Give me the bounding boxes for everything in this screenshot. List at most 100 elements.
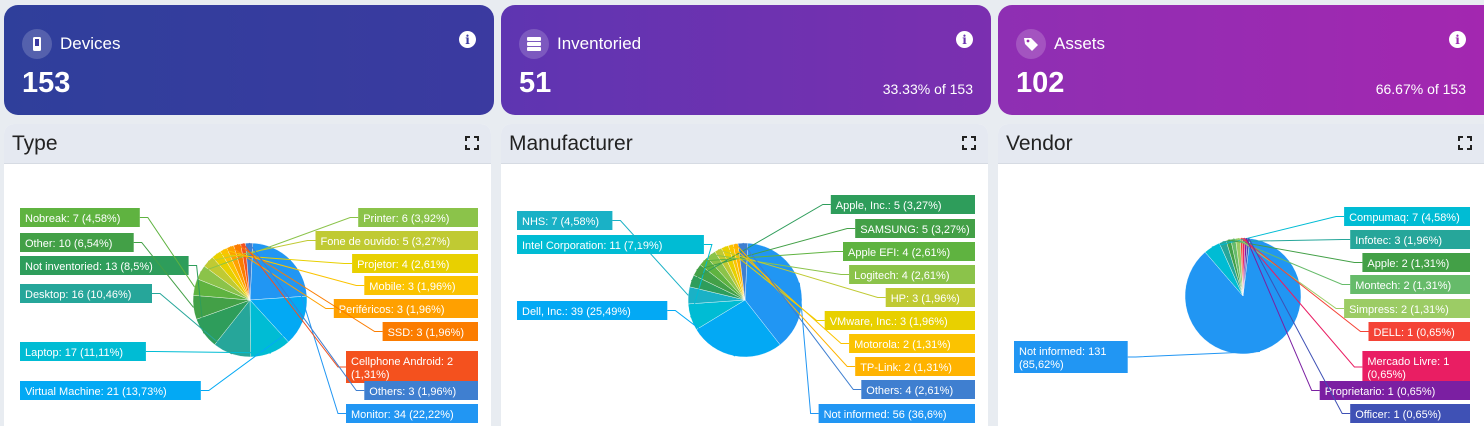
pie-connector-apple-efi [703, 251, 843, 262]
card-subtitle: 66.67% of 153 [1375, 81, 1466, 97]
pie-connector-cellphone-android [242, 243, 346, 368]
pie-slice-not-informed[interactable] [1184, 238, 1302, 355]
pie-label-dell-inc: Dell, Inc.: 39 (25,49%) [517, 301, 668, 320]
pie-label-vmware-inc: VMware, Inc.: 3 (1,96%) [824, 311, 975, 330]
pie-label-tp-link: TP-Link: 2 (1,31%) [855, 357, 975, 376]
pie-label-text: VMware, Inc.: 3 (1,96%) [830, 316, 948, 328]
pie-label-text: Other: 10 (6,54%) [25, 238, 112, 250]
pie-connector-virtual-machine [200, 320, 304, 391]
expand-icon[interactable] [962, 136, 976, 150]
card-devices[interactable]: Devices i 153 [4, 5, 494, 115]
pie-connector-hp [717, 249, 886, 298]
panel-title: Type [12, 132, 58, 155]
manufacturer-pie-chart: Not informed: 56 (36,6%) Dell, Inc.: 39 (… [517, 195, 975, 423]
pie-connector-logitech [710, 253, 850, 275]
pie-label-intel-corporation: Intel Corporation: 11 (7,19%) [517, 235, 704, 254]
pie-connector-nobreak [139, 217, 195, 288]
pie-label-monitor: Monitor: 34 (22,22%) [346, 404, 478, 423]
pie-label-simpress: Simpress: 2 (1,31%) [1344, 299, 1470, 318]
pie-label-proprietario: Proprietario: 1 (0,65%) [1319, 381, 1470, 400]
pie-label-text: Nobreak: 7 (4,58%) [25, 213, 120, 225]
pie-label-text: Fone de ouvido: 5 (3,27%) [321, 236, 451, 248]
panel-type: Type Monitor: 34 (22,22%) Virtual Machine… [4, 124, 491, 426]
pie-connector-mercado-livre [1243, 237, 1363, 368]
pie-label-text: (1,31%) [351, 369, 390, 381]
pie-connector-mobile [223, 249, 365, 286]
tag-icon [1016, 29, 1046, 59]
pie-label-text: SSD: 3 (1,96%) [388, 327, 464, 339]
phone-icon [22, 29, 52, 59]
pie-label-not-informed: Not informed: 56 (36,6%) [818, 404, 975, 423]
pie-label-text: Periféricos: 3 (1,96%) [339, 304, 445, 316]
pie-connector-dell-inc [667, 310, 736, 357]
pie-connector-vmware-inc [724, 246, 825, 321]
pie-connector-laptop [145, 351, 272, 354]
pie-label-text: Cellphone Android: 2 [351, 356, 453, 368]
pie-label-text: Infotec: 3 (1,96%) [1355, 235, 1442, 247]
pie-connector-others [742, 242, 862, 390]
expand-icon[interactable] [1458, 136, 1472, 150]
card-inventoried[interactable]: Inventoried i 51 33.33% of 153 [501, 5, 991, 115]
pie-label-text: Simpress: 2 (1,31%) [1349, 304, 1449, 316]
pie-connector-printer [200, 217, 359, 273]
card-value: 102 [1016, 67, 1065, 99]
pie-label-text: Others: 4 (2,61%) [866, 385, 953, 397]
pie-label-mercado-livre: Mercado Livre: 1(0,65%) [1362, 351, 1470, 383]
pie-label-others: Others: 3 (1,96%) [364, 381, 478, 400]
pie-label-not-informed: Not informed: 131(85,62%) [1014, 341, 1128, 373]
pie-label-mobile: Mobile: 3 (1,96%) [364, 276, 478, 295]
panel-manufacturer: Manufacturer Not informed: 56 (36,6%) Del… [501, 124, 988, 426]
pie-label-text: Not informed: 56 (36,6%) [824, 409, 947, 421]
pie-label-virtual-machine: Virtual Machine: 21 (13,73%) [20, 381, 201, 400]
pie-connector-desktop [152, 293, 232, 355]
pie-label-officer: Officer: 1 (0,65%) [1350, 404, 1470, 423]
pie-connector-montech [1232, 238, 1351, 285]
pie-label-text: TP-Link: 2 (1,31%) [860, 362, 952, 374]
info-icon[interactable]: i [956, 31, 973, 48]
pie-label-text: DELL: 1 (0,65%) [1374, 327, 1455, 339]
pie-label-text: NHS: 7 (4,58%) [522, 216, 599, 228]
pie-connector-intel-corporation [690, 244, 713, 318]
vendor-pie-chart: Not informed: 131(85,62%) Compumaq: 7 (4,… [1014, 207, 1470, 423]
pie-label-text: Montech: 2 (1,31%) [1355, 280, 1451, 292]
pie-slice-not-informed[interactable] [744, 242, 803, 346]
info-icon[interactable]: i [1449, 31, 1466, 48]
pie-connector-apple [1228, 239, 1363, 263]
pie-label-others: Others: 4 (2,61%) [861, 380, 975, 399]
pie-label-text: Proprietario: 1 (0,65%) [1325, 386, 1436, 398]
pie-connector-simpress [1237, 237, 1345, 309]
pie-label-compumaq: Compumaq: 7 (4,58%) [1344, 207, 1470, 226]
pie-connector-dell [1241, 237, 1369, 332]
pie-label-fone-de-ouvido: Fone de ouvido: 5 (3,27%) [315, 231, 478, 250]
pie-label-perif-ricos: Periféricos: 3 (1,96%) [333, 299, 478, 318]
pie-connector-officer [1248, 238, 1351, 414]
pie-connector-motorola [730, 244, 850, 344]
pie-connector-others [248, 242, 365, 391]
pie-connector-compumaq [1211, 216, 1345, 248]
pie-label-text: Projetor: 4 (2,61%) [357, 259, 449, 271]
pie-label-text: Laptop: 17 (11,11%) [25, 347, 123, 359]
pie-label-text: Officer: 1 (0,65%) [1355, 409, 1441, 421]
pie-connector-infotec [1222, 239, 1351, 243]
info-icon[interactable]: i [459, 31, 476, 48]
card-value: 51 [519, 67, 552, 99]
pie-label-text: Apple EFI: 4 (2,61%) [848, 247, 950, 259]
pie-label-ssd: SSD: 3 (1,96%) [382, 322, 478, 341]
pie-connector-not-inventoried [188, 265, 205, 334]
pie-label-text: Intel Corporation: 11 (7,19%) [522, 240, 662, 252]
pie-label-nobreak: Nobreak: 7 (4,58%) [20, 208, 140, 227]
pie-label-text: Motorola: 2 (1,31%) [854, 339, 951, 351]
pie-label-cellphone-android: Cellphone Android: 2(1,31%) [346, 351, 478, 383]
pie-label-logitech: Logitech: 4 (2,61%) [849, 265, 975, 284]
pie-label-samsung: SAMSUNG: 5 (3,27%) [855, 219, 975, 238]
card-subtitle: 33.33% of 153 [882, 81, 973, 97]
pie-slice-monitor[interactable] [249, 242, 308, 301]
pie-connector-tp-link [735, 243, 856, 367]
pie-label-apple-inc: Apple, Inc.: 5 (3,27%) [830, 195, 975, 214]
card-assets[interactable]: Assets i 102 66.67% of 153 [998, 5, 1484, 115]
expand-icon[interactable] [465, 136, 479, 150]
pie-label-text: Virtual Machine: 21 (13,73%) [25, 386, 167, 398]
pie-label-nhs: NHS: 7 (4,58%) [517, 211, 613, 230]
pie-label-montech: Montech: 2 (1,31%) [1350, 275, 1470, 294]
pie-label-not-inventoried: Not inventoried: 13 (8,5%) [20, 256, 189, 275]
